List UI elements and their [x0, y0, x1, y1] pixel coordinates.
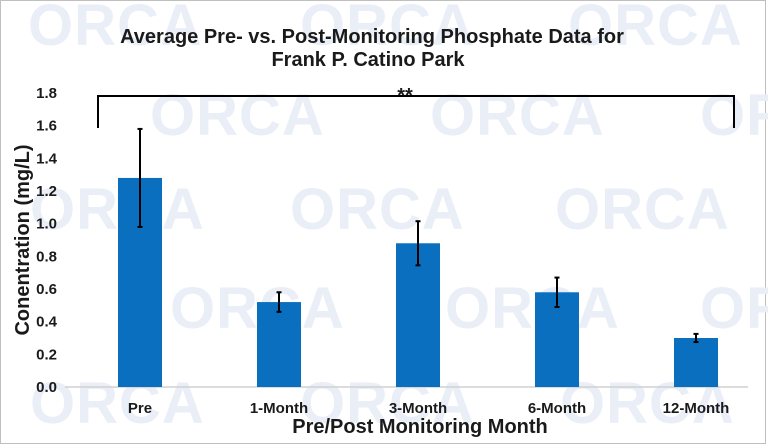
- chart-title-line-2: Frank P. Catino Park: [271, 49, 465, 71]
- orca-watermark-word: ORCA: [300, 371, 475, 436]
- y-tick-label: 1.2: [36, 183, 57, 200]
- y-tick-label: 1.4: [36, 150, 58, 167]
- orca-watermark-word: ORCA: [290, 177, 465, 242]
- x-axis-label: Pre/Post Monitoring Month: [292, 416, 548, 438]
- x-tick-label: 6-Month: [528, 400, 586, 417]
- x-tick-label: 3-Month: [389, 400, 447, 417]
- bar-6-month: [535, 292, 579, 387]
- x-tick-label: 1-Month: [250, 400, 308, 417]
- orca-watermark-word: ORCA: [30, 371, 205, 436]
- bar-12-month: [674, 338, 718, 387]
- orca-watermark-word: ORCA: [30, 177, 205, 242]
- orca-watermark-word: ORCA: [170, 275, 345, 342]
- y-tick-label: 0.2: [36, 346, 57, 363]
- x-tick-label: 12-Month: [663, 400, 730, 417]
- y-tick-label: 1.0: [36, 216, 57, 233]
- y-tick-label: 1.6: [36, 118, 57, 135]
- orca-watermark-word: ORCA: [568, 0, 743, 58]
- orca-watermark-word: ORCA: [555, 177, 730, 242]
- orca-watermark-word: ORCA: [700, 276, 768, 341]
- y-tick-label: 1.8: [36, 85, 57, 102]
- orca-watermark-word: ORCA: [300, 0, 475, 58]
- significance-bracket: [97, 95, 735, 128]
- orca-watermark-word: ORCA: [28, 0, 203, 58]
- y-tick-label: 0.6: [36, 281, 57, 298]
- orca-watermark-word: ORCA: [445, 276, 620, 341]
- x-tick-label: Pre: [128, 400, 152, 417]
- bar-1-month: [257, 302, 301, 387]
- chart-title-line-1: Average Pre- vs. Post-Monitoring Phospha…: [120, 26, 624, 48]
- orca-watermark-word: ORCA: [430, 83, 605, 148]
- bar-3-month: [396, 243, 440, 387]
- chart-marks: 0.0 0.2 0.4 0.6 0.8 1.0 1.2 1.4 1.6 1.8 Pre 1-Month…: [36, 85, 748, 417]
- y-tick-label: 0.0: [36, 379, 57, 396]
- orca-watermark-word: ORCA: [150, 83, 325, 148]
- y-tick-label: 0.4: [36, 314, 58, 331]
- y-axis-label: Conentration (mg/L): [12, 144, 34, 335]
- y-tick-label: 0.8: [36, 248, 57, 265]
